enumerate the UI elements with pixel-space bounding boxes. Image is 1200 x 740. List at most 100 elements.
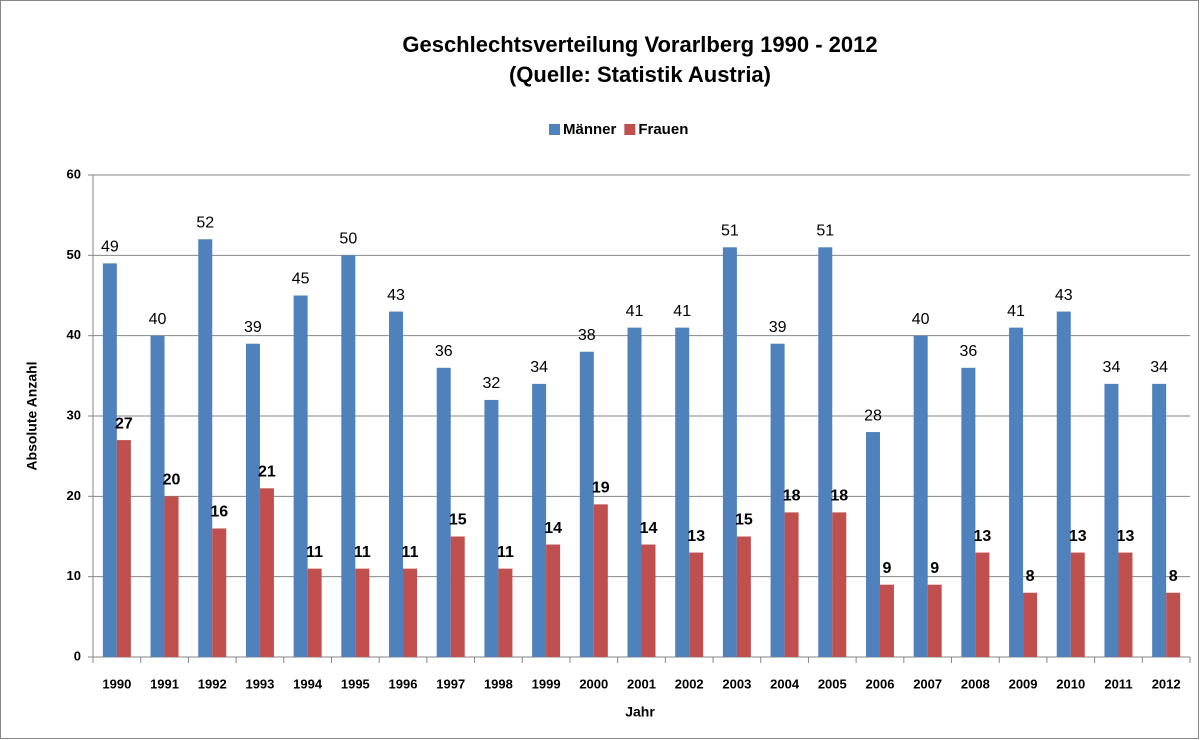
bar	[1009, 327, 1024, 657]
x-tick-label: 1997	[436, 676, 465, 691]
x-tick-label: 1994	[293, 676, 323, 691]
legend-swatch	[624, 124, 636, 135]
data-label: 52	[196, 214, 214, 231]
data-label: 34	[1103, 359, 1121, 376]
bar	[198, 239, 213, 657]
data-label: 19	[592, 480, 610, 497]
bar	[307, 568, 322, 657]
data-label: 49	[101, 239, 119, 256]
data-label: 13	[973, 528, 991, 545]
data-label: 11	[354, 544, 371, 561]
data-label: 13	[1069, 528, 1087, 545]
x-tick-label: 1996	[389, 676, 418, 691]
bar	[389, 311, 404, 657]
bar	[532, 383, 547, 657]
bar	[961, 367, 976, 657]
x-tick-label: 2002	[675, 676, 704, 691]
data-label: 38	[578, 327, 596, 344]
x-tick-label: 2008	[961, 676, 990, 691]
bar	[355, 568, 370, 657]
bar	[341, 255, 356, 658]
y-tick-label: 0	[74, 648, 81, 663]
data-label: 34	[530, 359, 548, 376]
data-label: 8	[1169, 568, 1178, 585]
x-tick-label: 2010	[1056, 676, 1085, 691]
bar	[879, 584, 894, 657]
bar	[736, 536, 751, 657]
data-label: 14	[544, 520, 562, 537]
bar	[927, 584, 942, 657]
legend-swatch	[549, 124, 560, 135]
data-label: 51	[721, 223, 739, 240]
data-label: 20	[163, 472, 181, 489]
y-tick-label: 50	[67, 247, 81, 262]
chart-subtitle: (Quelle: Statistik Austria)	[509, 62, 771, 87]
bar	[1104, 383, 1119, 657]
data-label: 9	[930, 560, 939, 577]
bar	[865, 432, 880, 657]
x-tick-label: 1993	[245, 676, 274, 691]
data-label: 40	[912, 311, 930, 328]
data-label: 36	[435, 343, 453, 360]
bar	[832, 512, 847, 657]
bar	[641, 544, 656, 657]
data-label: 13	[1117, 528, 1135, 545]
data-label: 13	[687, 528, 705, 545]
bar	[150, 335, 165, 657]
data-label: 9	[883, 560, 892, 577]
bar	[116, 440, 131, 657]
bar	[675, 327, 690, 657]
data-label: 40	[149, 311, 167, 328]
bar	[722, 247, 737, 658]
data-label: 41	[673, 303, 691, 320]
data-label: 15	[449, 512, 467, 529]
data-label: 43	[1055, 287, 1073, 304]
x-tick-label: 1995	[341, 676, 370, 691]
bar	[770, 343, 785, 657]
bar	[259, 488, 274, 657]
data-label: 11	[402, 544, 419, 561]
data-label: 14	[640, 520, 658, 537]
data-label: 11	[306, 544, 323, 561]
chart-title: Geschlechtsverteilung Vorarlberg 1990 - …	[402, 32, 877, 57]
x-tick-label: 1999	[532, 676, 561, 691]
x-tick-label: 2009	[1009, 676, 1038, 691]
bar	[293, 295, 308, 657]
bar	[627, 327, 642, 657]
x-tick-label: 1998	[484, 676, 513, 691]
x-tick-label: 2007	[913, 676, 942, 691]
x-tick-label: 1992	[198, 676, 227, 691]
bar	[1166, 592, 1181, 657]
data-label: 27	[115, 415, 133, 432]
data-label: 8	[1026, 568, 1035, 585]
data-label: 45	[292, 271, 310, 288]
bar	[579, 351, 594, 657]
bar	[546, 544, 561, 657]
data-label: 28	[864, 407, 882, 424]
data-label: 50	[339, 231, 357, 248]
data-label: 18	[830, 488, 848, 505]
y-tick-label: 40	[67, 327, 81, 342]
x-axis-title: Jahr	[625, 704, 655, 720]
x-tick-label: 1990	[102, 676, 131, 691]
bar	[436, 367, 451, 657]
legend-label: Männer	[563, 121, 617, 138]
data-label: 15	[735, 512, 753, 529]
data-label: 34	[1150, 359, 1168, 376]
bar	[913, 335, 928, 657]
bar	[975, 552, 990, 657]
x-tick-label: 1991	[150, 676, 179, 691]
bar	[102, 263, 117, 657]
bar	[1152, 383, 1167, 657]
data-label: 18	[783, 488, 801, 505]
bar	[450, 536, 465, 657]
data-label: 39	[769, 319, 787, 336]
data-label: 43	[387, 287, 405, 304]
y-axis-title: Absolute Anzahl	[24, 361, 40, 470]
x-tick-label: 2004	[770, 676, 800, 691]
y-tick-label: 10	[67, 568, 81, 583]
bar	[164, 496, 179, 657]
y-tick-label: 20	[67, 488, 81, 503]
x-tick-label: 2000	[579, 676, 608, 691]
